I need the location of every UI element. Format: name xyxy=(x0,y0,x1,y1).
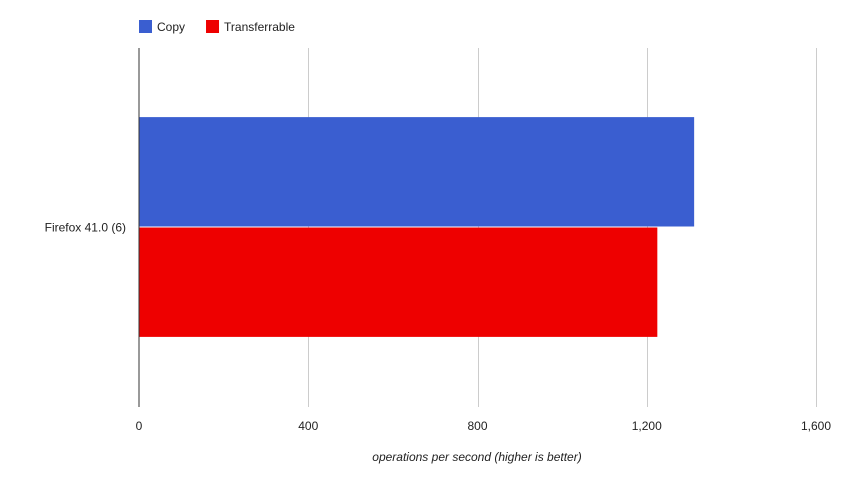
category-label-0: Firefox 41.0 (6) xyxy=(45,221,126,235)
x-tick-label-2: 800 xyxy=(467,419,487,433)
legend-swatch-copy xyxy=(139,20,152,33)
x-tick-labels: 0 400 800 1,200 1,600 xyxy=(136,419,832,433)
x-tick-label-0: 0 xyxy=(136,419,143,433)
legend: Copy Transferrable xyxy=(139,20,295,34)
x-tick-label-3: 1,200 xyxy=(632,419,662,433)
x-tick-label-4: 1,600 xyxy=(801,419,831,433)
bars xyxy=(139,117,695,337)
legend-label-transferrable: Transferrable xyxy=(224,20,295,34)
legend-swatch-transferrable xyxy=(206,20,220,33)
bar-transferrable xyxy=(139,227,658,337)
x-axis-title: operations per second (higher is better) xyxy=(372,450,581,464)
legend-label-copy: Copy xyxy=(157,20,185,34)
x-tick-label-1: 400 xyxy=(298,419,318,433)
bar-copy xyxy=(139,117,695,227)
category-labels: Firefox 41.0 (6) xyxy=(45,221,126,235)
